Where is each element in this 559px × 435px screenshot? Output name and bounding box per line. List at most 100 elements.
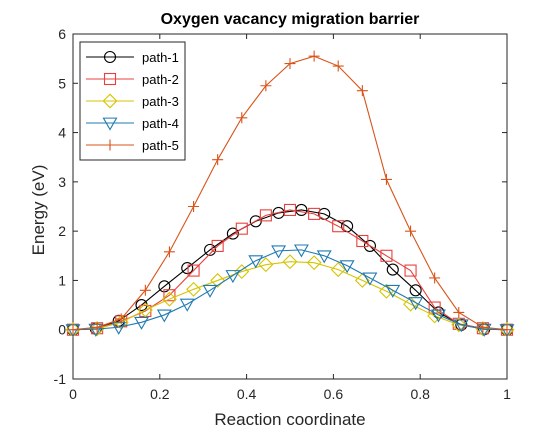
legend: path-1 path-2 path-3 path-4 path-5 <box>79 41 186 161</box>
data-point <box>308 207 321 220</box>
data-point <box>236 112 248 124</box>
y-tick-label: 6 <box>58 26 66 42</box>
data-point <box>431 309 446 323</box>
data-point <box>204 243 217 256</box>
y-axis-label: Energy (eV) <box>29 165 48 256</box>
legend-marker <box>104 139 116 151</box>
data-point <box>404 264 417 277</box>
series-path-4 <box>65 244 515 338</box>
x-tick-label: 1 <box>503 386 511 402</box>
x-tick-label: 0 <box>69 386 77 402</box>
series-path-5 <box>67 50 513 336</box>
y-tick-label: 1 <box>58 272 66 288</box>
data-point <box>405 225 417 237</box>
data-point <box>453 319 469 333</box>
data-point <box>187 264 200 277</box>
data-point <box>385 284 401 298</box>
data-point <box>188 201 200 212</box>
series-line <box>72 209 508 331</box>
data-point <box>476 323 492 337</box>
data-point <box>260 80 272 92</box>
y-tick-label: 5 <box>58 75 66 91</box>
data-point <box>284 58 296 70</box>
data-point <box>316 250 332 264</box>
data-point <box>186 281 202 297</box>
data-point <box>339 260 355 274</box>
legend-label-path-1: path-1 <box>142 50 179 65</box>
x-tick-label: 0.6 <box>324 386 344 402</box>
data-point <box>282 254 298 270</box>
legend-label-path-4: path-4 <box>142 116 179 131</box>
data-point <box>451 317 467 333</box>
data-point <box>283 203 297 216</box>
data-point <box>332 220 345 233</box>
legend-marker <box>102 117 118 131</box>
data-point <box>137 302 153 318</box>
data-point <box>408 297 424 311</box>
x-tick-label: 0.2 <box>150 386 170 402</box>
data-point <box>225 270 241 284</box>
data-point <box>210 272 226 288</box>
data-point <box>308 50 320 62</box>
data-point <box>356 234 369 248</box>
data-point <box>134 316 149 330</box>
data-point <box>234 264 250 280</box>
data-point <box>179 298 195 312</box>
data-point <box>380 249 393 262</box>
legend-label-path-5: path-5 <box>142 138 179 153</box>
data-point <box>211 239 224 252</box>
data-point <box>248 255 264 269</box>
data-point <box>259 209 272 222</box>
data-point <box>202 284 218 298</box>
data-point <box>212 154 224 166</box>
data-point <box>161 291 177 307</box>
y-tick-label: 3 <box>58 174 66 190</box>
data-point <box>306 255 322 271</box>
plot-area: 0 0.2 0.4 0.6 0.8 1-10123456path-1path-2path-… <box>54 26 515 402</box>
data-point <box>501 324 513 336</box>
y-tick-label: 0 <box>58 322 66 338</box>
data-point <box>271 245 287 259</box>
data-point <box>427 308 443 324</box>
data-point <box>429 272 441 284</box>
data-point <box>91 321 103 333</box>
data-point <box>258 257 274 273</box>
data-point <box>88 323 104 337</box>
data-point <box>115 313 127 325</box>
y-tick-label: 2 <box>58 223 66 239</box>
data-point <box>235 222 248 235</box>
series-line <box>72 261 508 331</box>
data-point <box>380 173 392 185</box>
y-tick-label: 4 <box>58 125 66 141</box>
x-axis-label: Reaction coordinate <box>214 410 365 429</box>
data-point <box>363 239 376 252</box>
data-point <box>477 321 489 333</box>
data-point <box>330 262 346 278</box>
legend-label-path-3: path-3 <box>142 94 179 109</box>
data-point <box>67 324 79 336</box>
data-point <box>332 60 344 72</box>
data-point <box>111 321 127 335</box>
data-point <box>181 262 194 275</box>
legend-marker <box>102 93 118 109</box>
data-point <box>409 284 422 297</box>
chart-title: Oxygen vacancy migration barrier <box>161 11 420 28</box>
x-tick-label: 0.8 <box>410 386 430 402</box>
x-tick-label: 0.4 <box>237 386 257 402</box>
data-point <box>386 263 399 276</box>
legend-label-path-2: path-2 <box>142 72 179 87</box>
data-point <box>293 244 309 258</box>
data-point <box>226 227 239 240</box>
data-point <box>356 85 368 97</box>
data-point <box>156 309 172 323</box>
y-tick-label: -1 <box>54 371 67 387</box>
data-point <box>139 284 151 296</box>
data-point <box>362 272 378 286</box>
legend-marker <box>103 72 117 86</box>
data-point <box>163 289 176 302</box>
data-point <box>453 306 465 318</box>
data-point <box>163 246 175 258</box>
legend-marker <box>103 50 117 64</box>
